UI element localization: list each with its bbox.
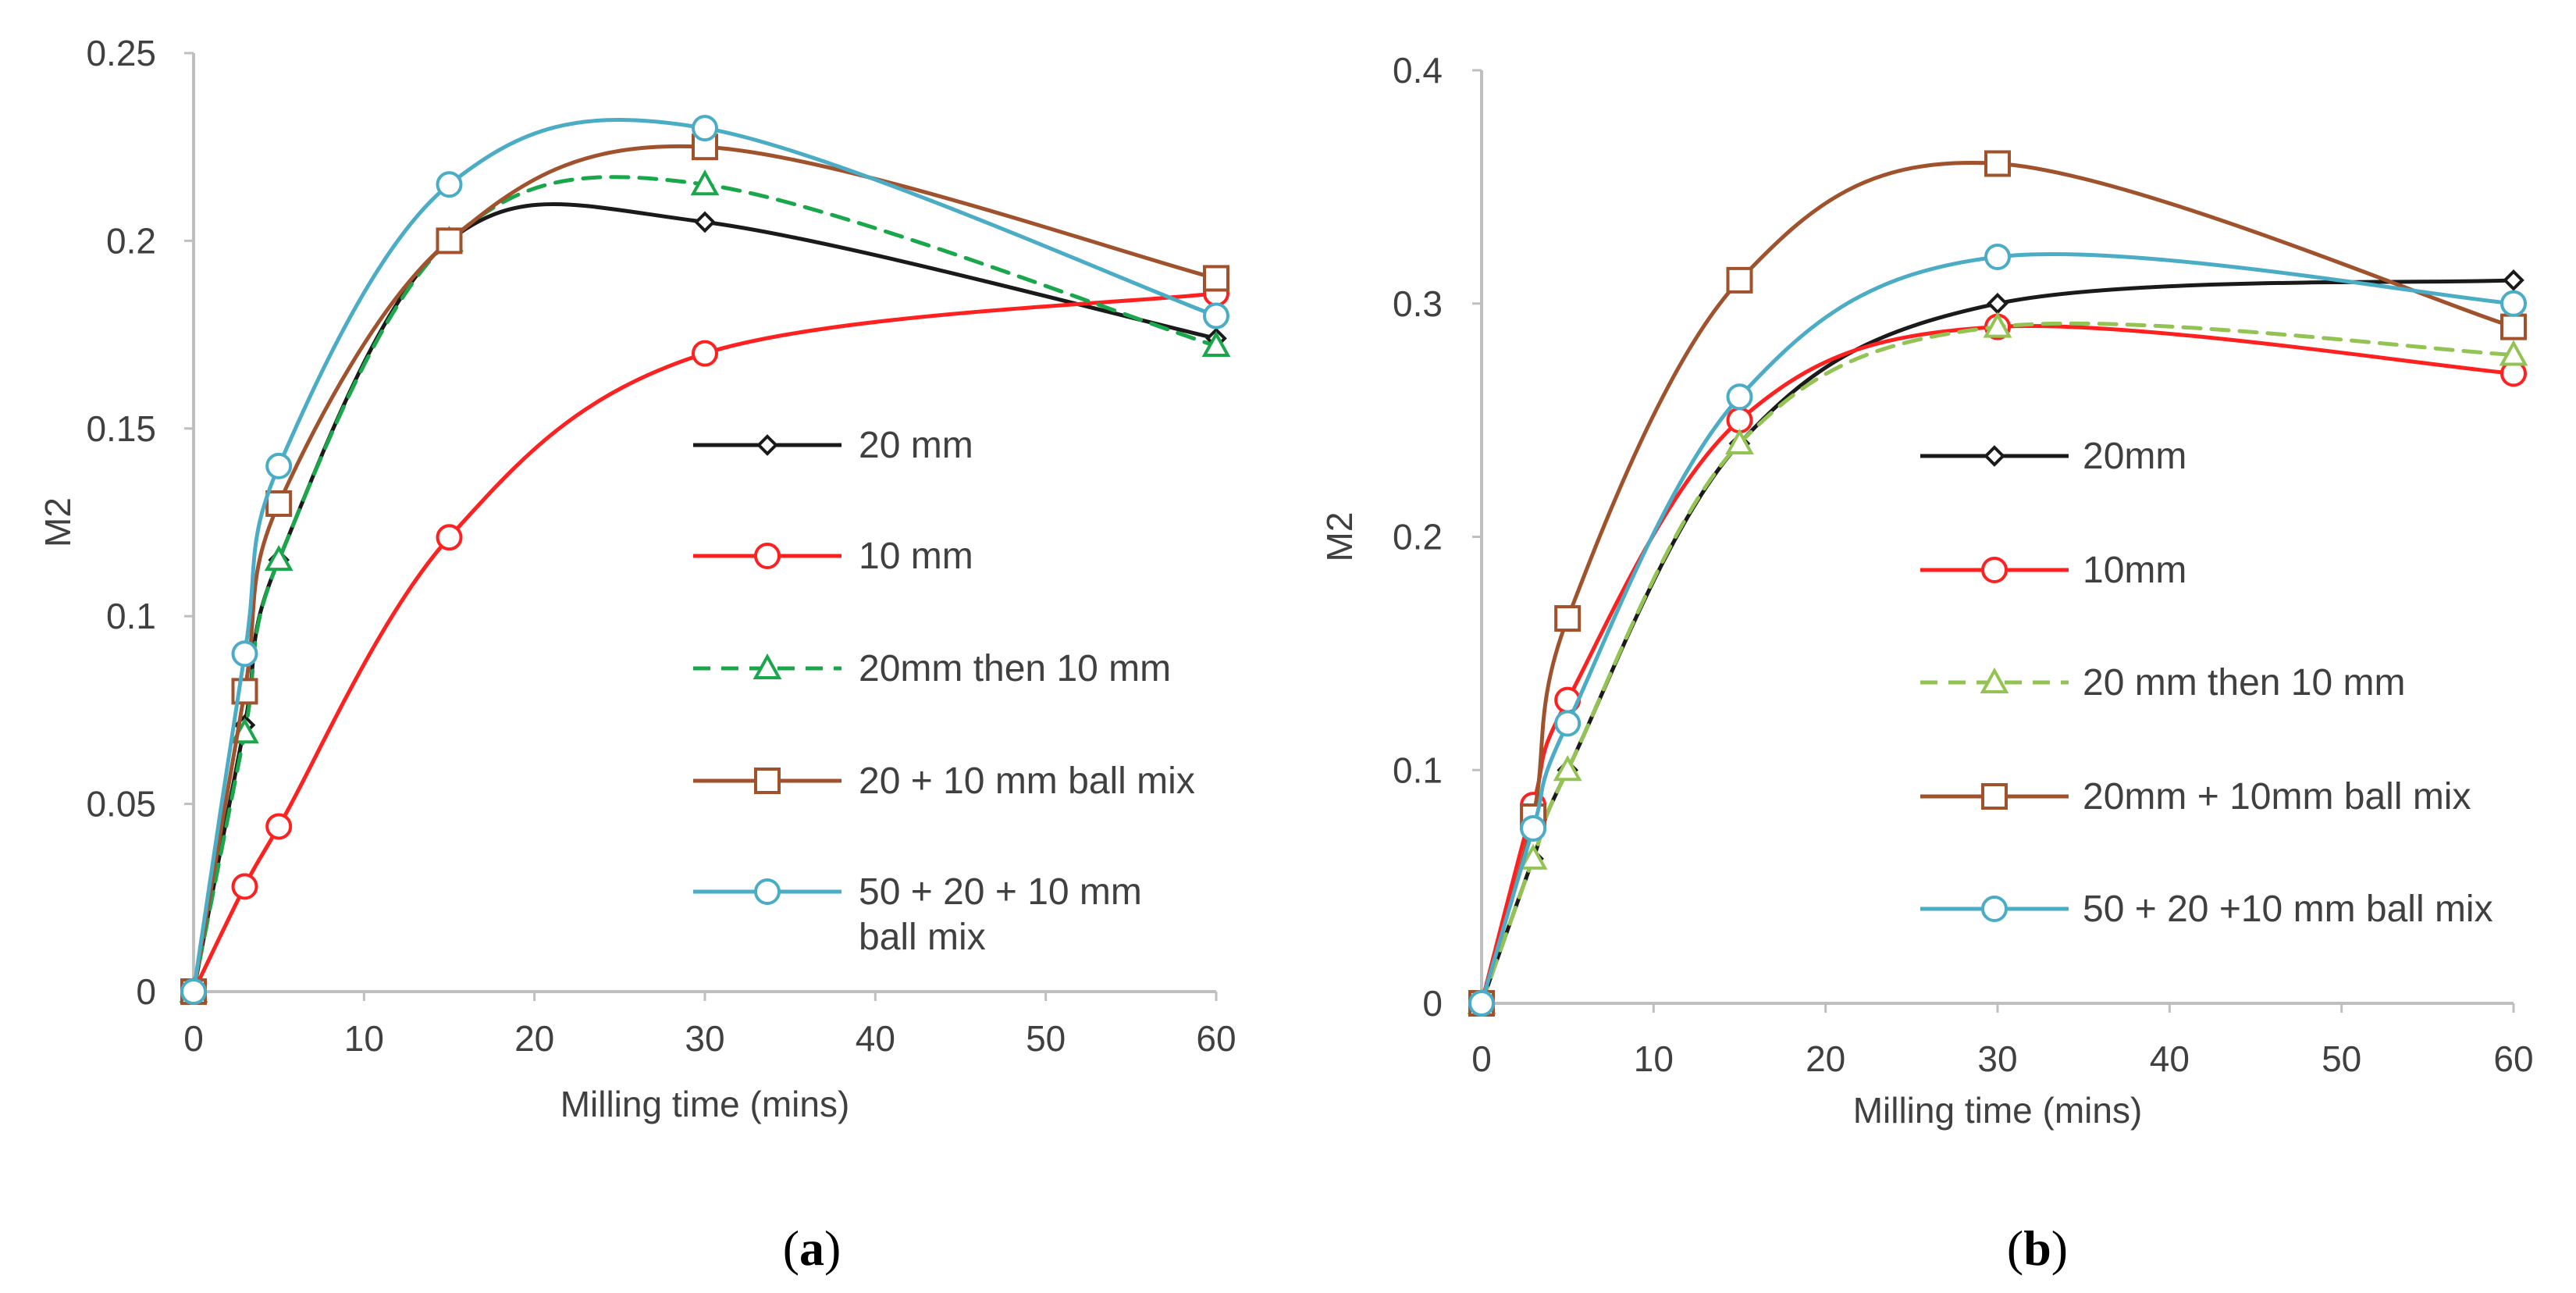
data-point: [1987, 292, 2008, 315]
data-point: [1203, 302, 1229, 329]
legend-label: 20mm + 10mm ball mix: [2083, 776, 2471, 817]
x-tick-label: 60: [1196, 1018, 1236, 1059]
series-line: [191, 144, 1219, 994]
legend-label: 20 mm: [859, 425, 973, 466]
y-axis-title: M2: [37, 497, 78, 547]
legend-label: 10 mm: [859, 536, 973, 577]
x-tick-label: 50: [1026, 1018, 1066, 1059]
y-tick-label: 0.3: [1393, 283, 1443, 324]
data-point: [690, 169, 720, 196]
x-tick-label: 30: [1977, 1038, 2017, 1079]
legend-marker: [1981, 557, 2008, 583]
legend-marker: [754, 878, 781, 905]
data-point: [1554, 605, 1582, 632]
legend-marker: [1980, 667, 2009, 693]
legend-label: 20 + 10 mm ball mix: [859, 760, 1195, 802]
data-point: [1983, 312, 2012, 338]
data-point: [1554, 710, 1582, 737]
data-point: [436, 171, 463, 198]
data-point: [436, 227, 463, 255]
legend: 20mm 10mm 20 mm then 10 mm 20mm + 10mm ball…: [1920, 436, 2493, 930]
legend-marker: [754, 543, 781, 569]
legend-marker: [1981, 896, 2008, 922]
legend-label: 20 mm then 10 mm: [2083, 662, 2405, 703]
data-point: [692, 115, 718, 142]
data-point: [231, 640, 258, 668]
data-point: [1468, 990, 1495, 1017]
legend-label: 20mm then 10 mm: [859, 648, 1171, 689]
x-tick-label: 60: [2493, 1038, 2533, 1079]
y-axis-title: M2: [1319, 512, 1360, 562]
panel-label: (a): [783, 1220, 841, 1276]
data-point: [2499, 340, 2528, 366]
x-tick-label: 30: [685, 1018, 724, 1059]
y-tick-label: 0.1: [106, 596, 156, 636]
y-tick-label: 0: [136, 971, 156, 1012]
x-tick-label: 0: [183, 1018, 204, 1059]
x-tick-label: 10: [1634, 1038, 1674, 1079]
data-point: [1553, 755, 1582, 782]
legend-marker: [753, 653, 782, 679]
x-tick-label: 40: [2150, 1038, 2190, 1079]
y-tick-label: 0: [1422, 983, 1443, 1024]
y-tick-label: 0.2: [106, 220, 156, 261]
legend-label: ball mix: [859, 917, 986, 958]
data-point: [2500, 313, 2527, 340]
data-point: [265, 490, 293, 517]
y-tick-label: 0.2: [1393, 517, 1443, 557]
data-point: [694, 211, 716, 233]
data-point: [1201, 330, 1231, 358]
y-tick-label: 0.05: [86, 784, 156, 825]
legend-label: 20mm: [2083, 436, 2186, 477]
panel-label: (b): [2007, 1220, 2068, 1276]
chart-panel-a: 0 10 20 30 40 50 60 0 0.05 0.1 0.15 0.2 0.25 Milling …: [37, 33, 1236, 1276]
legend-marker: [754, 768, 781, 794]
x-tick-label: 0: [1471, 1038, 1492, 1079]
data-point: [1726, 407, 1753, 434]
y-tick-label: 0.4: [1393, 50, 1443, 91]
series-line: [1479, 161, 2516, 1006]
x-tick-label: 10: [344, 1018, 384, 1059]
data-point: [1203, 265, 1229, 292]
data-point: [1518, 843, 1548, 870]
y-tick-label: 0.25: [86, 33, 156, 73]
series-line: [191, 117, 1219, 994]
y-tick-label: 0.15: [86, 408, 156, 449]
x-axis-title: Milling time (mins): [560, 1084, 850, 1124]
legend-label: 10mm: [2083, 550, 2186, 591]
legend-marker: [756, 434, 778, 456]
data-point: [1725, 428, 1754, 454]
chart-panel-b: 0 10 20 30 40 50 60 0 0.1 0.2 0.3 0.4 Milling time (…: [1319, 50, 2534, 1276]
x-tick-label: 50: [2322, 1038, 2361, 1079]
x-axis-title: Milling time (mins): [1853, 1090, 2143, 1131]
x-tick-label: 40: [856, 1018, 895, 1059]
data-point: [180, 978, 207, 1005]
data-point: [1520, 814, 1547, 842]
legend-marker: [1981, 783, 2008, 810]
legend-label: 50 + 20 + 10 mm: [859, 871, 1142, 913]
data-point: [1984, 150, 2011, 177]
data-point: [265, 452, 293, 479]
x-tick-label: 20: [514, 1018, 554, 1059]
data-point: [2500, 290, 2527, 317]
y-tick-label: 0.1: [1393, 750, 1443, 790]
legend: 20 mm 10 mm 20mm then 10 mm 20 + 10 mm ball…: [693, 425, 1195, 958]
data-point: [692, 340, 718, 367]
data-point: [1984, 244, 2011, 270]
legend-marker: [1984, 445, 2005, 467]
data-point: [436, 524, 463, 551]
x-tick-label: 20: [1806, 1038, 1845, 1079]
data-point: [265, 813, 293, 840]
data-point: [1726, 266, 1753, 294]
legend-label: 50 + 20 +10 mm ball mix: [2083, 889, 2493, 930]
data-point: [2503, 269, 2524, 291]
data-point: [264, 544, 294, 572]
data-point: [231, 873, 258, 900]
data-point: [1726, 383, 1753, 411]
